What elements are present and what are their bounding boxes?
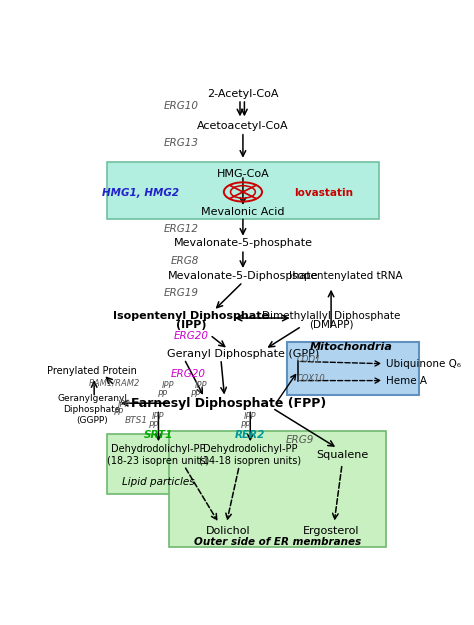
Text: PP: PP	[114, 408, 124, 418]
Text: Dolichol: Dolichol	[206, 526, 251, 536]
Text: COX10: COX10	[296, 374, 325, 382]
Text: PP: PP	[157, 390, 167, 399]
Text: IPP: IPP	[194, 381, 207, 390]
Text: SRT1: SRT1	[144, 430, 173, 440]
Text: Dimethylallyl Diphosphate: Dimethylallyl Diphosphate	[262, 311, 400, 321]
Text: Squalene: Squalene	[316, 450, 368, 460]
Text: Ubiquinone Q₆: Ubiquinone Q₆	[386, 359, 461, 369]
Text: HMG-CoA: HMG-CoA	[217, 169, 269, 179]
Text: IPP: IPP	[161, 381, 174, 390]
Text: ERG20: ERG20	[170, 369, 205, 379]
Text: ERG10: ERG10	[164, 101, 199, 111]
Text: IPP: IPP	[152, 412, 164, 421]
Text: IPP: IPP	[244, 412, 256, 421]
Text: RAM1/RAM2: RAM1/RAM2	[89, 379, 140, 388]
Text: Mitochondria: Mitochondria	[310, 342, 393, 352]
Text: Acetoacetyl-CoA: Acetoacetyl-CoA	[197, 121, 289, 131]
Text: ERG19: ERG19	[164, 288, 199, 298]
Text: Mevalonate-5-Diphosphate: Mevalonate-5-Diphosphate	[168, 271, 318, 281]
Text: BTS1: BTS1	[125, 416, 148, 425]
Text: ERG9: ERG9	[286, 435, 314, 445]
Text: (DMAPP): (DMAPP)	[309, 319, 353, 329]
Text: ERG12: ERG12	[164, 224, 199, 234]
Text: COQ1: COQ1	[296, 356, 321, 364]
Text: Farnesyl Diphosphate (FPP): Farnesyl Diphosphate (FPP)	[131, 397, 326, 410]
Text: ERG13: ERG13	[164, 138, 199, 148]
Text: RER2: RER2	[235, 430, 265, 440]
Text: (IPP): (IPP)	[176, 320, 207, 330]
Text: Isopentenylated tRNA: Isopentenylated tRNA	[289, 271, 402, 281]
Text: ERG8: ERG8	[171, 256, 199, 266]
Text: Prenylated Protein: Prenylated Protein	[47, 366, 137, 376]
Bar	[107, 434, 213, 494]
Text: Geranyl Diphosphate (GPP): Geranyl Diphosphate (GPP)	[167, 349, 319, 359]
Text: IPP: IPP	[117, 399, 130, 409]
Bar	[169, 431, 386, 547]
Text: Dehydrodolichyl-PP
(14-18 isopren units): Dehydrodolichyl-PP (14-18 isopren units)	[199, 444, 301, 466]
Text: PP: PP	[191, 390, 201, 399]
Text: lovastatin: lovastatin	[294, 188, 353, 198]
Text: Mevalonic Acid: Mevalonic Acid	[201, 207, 285, 217]
Text: Mevalonate-5-phosphate: Mevalonate-5-phosphate	[173, 238, 312, 248]
Text: Geranylgeranyl
Diphosphate
(GGPP): Geranylgeranyl Diphosphate (GGPP)	[57, 394, 128, 425]
Text: 2-Acetyl-CoA: 2-Acetyl-CoA	[207, 89, 279, 99]
Text: Heme A: Heme A	[386, 376, 427, 386]
Text: Ergosterol: Ergosterol	[303, 526, 359, 536]
Text: PP: PP	[149, 421, 159, 430]
Text: Dehydrodolichyl-PP
(18-23 isopren units): Dehydrodolichyl-PP (18-23 isopren units)	[107, 444, 210, 466]
Text: Isopentenyl Diphosphate: Isopentenyl Diphosphate	[113, 311, 270, 321]
Bar	[107, 162, 379, 219]
Text: HMG1, HMG2: HMG1, HMG2	[101, 188, 179, 198]
Text: Lipid particles: Lipid particles	[122, 477, 195, 487]
Bar	[287, 342, 419, 395]
Text: ERG20: ERG20	[174, 331, 209, 341]
Text: PP: PP	[241, 421, 251, 430]
Text: Outer side of ER membranes: Outer side of ER membranes	[194, 537, 361, 547]
